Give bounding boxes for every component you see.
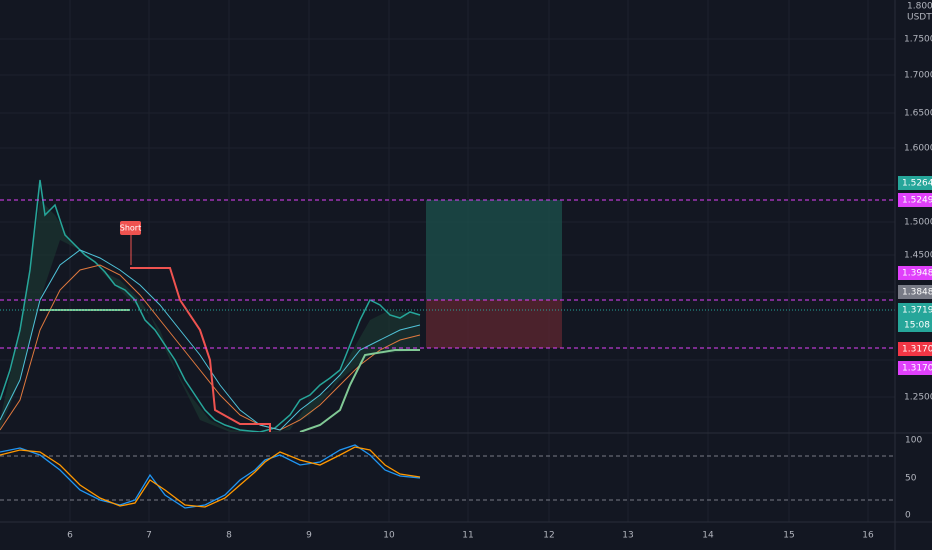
price-area [0, 179, 421, 432]
price-tick: 1.7000 [904, 71, 932, 81]
trail-line [299, 349, 420, 432]
time-tick: 14 [702, 531, 714, 541]
osc-k [0, 444, 421, 509]
resistance-line [130, 267, 271, 432]
osc-d [0, 446, 421, 508]
time-axis: 6 7 8 9 10 11 12 13 14 15 16 [67, 531, 874, 541]
badge: 1.3719 [902, 306, 932, 316]
time-tick: 11 [462, 531, 473, 541]
osc-bands [0, 455, 895, 501]
badge-time: 15:08 [904, 321, 930, 331]
price-tick: 1.7500 [904, 35, 932, 45]
osc-tick: 0 [905, 511, 911, 521]
price-tick: 1.8000 [907, 2, 932, 12]
price-axis: 1.8000 USDT 1.7500 1.7000 1.6500 1.6000 … [904, 2, 932, 403]
grid [0, 0, 895, 522]
osc-tick: 50 [905, 474, 917, 484]
price-tick: 1.4500 [904, 251, 932, 261]
badge: 1.3170 [902, 345, 932, 355]
time-tick: 12 [543, 531, 554, 541]
slow-ma [0, 264, 421, 431]
price-tick: 1.5000 [904, 218, 932, 228]
loss-zone [426, 300, 562, 348]
osc-tick: 100 [905, 436, 922, 446]
price-badges: 1.5264 1.5249 1.3948 1.3848 1.3719 15:08… [898, 176, 932, 375]
signal-tag [120, 221, 141, 235]
profit-zone [426, 200, 562, 300]
time-tick: 6 [67, 531, 73, 541]
signal-label: Short [120, 224, 141, 233]
badge: 1.3848 [902, 288, 932, 298]
badge: 1.3948 [902, 269, 932, 279]
time-tick: 8 [226, 531, 232, 541]
currency: USDT [907, 13, 932, 23]
time-tick: 9 [306, 531, 312, 541]
time-tick: 15 [783, 531, 794, 541]
time-tick: 10 [383, 531, 395, 541]
time-tick: 13 [622, 531, 633, 541]
time-tick: 16 [862, 531, 874, 541]
badge: 1.5264 [902, 179, 932, 189]
badge: 1.5249 [902, 196, 932, 206]
time-tick: 7 [146, 531, 152, 541]
price-tick: 1.6500 [904, 109, 932, 119]
price-tick: 1.2500 [904, 393, 932, 403]
price-line [0, 179, 421, 432]
levels [0, 199, 895, 349]
badge: 1.3170 [902, 364, 932, 374]
price-tick: 1.6000 [904, 144, 932, 154]
